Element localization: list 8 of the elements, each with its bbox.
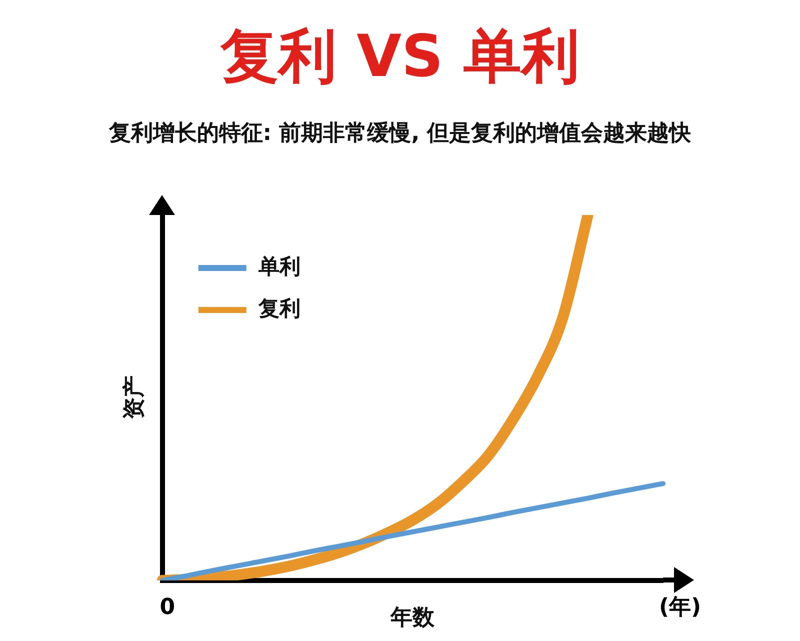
text: 0 <box>160 595 176 620</box>
text: (年) <box>658 595 702 620</box>
legend-label: 复利 <box>257 296 300 320</box>
chart-subtitle: 复利增长的特征: 前期非常缓慢, 但是复利的增值会越来越快 <box>108 120 692 148</box>
chart-title: 复利 VS 单利 <box>219 21 581 92</box>
x-axis-title: 年数 <box>390 606 436 631</box>
legend-label: 单利 <box>257 254 300 278</box>
y-axis-title: 资产 <box>120 376 147 420</box>
